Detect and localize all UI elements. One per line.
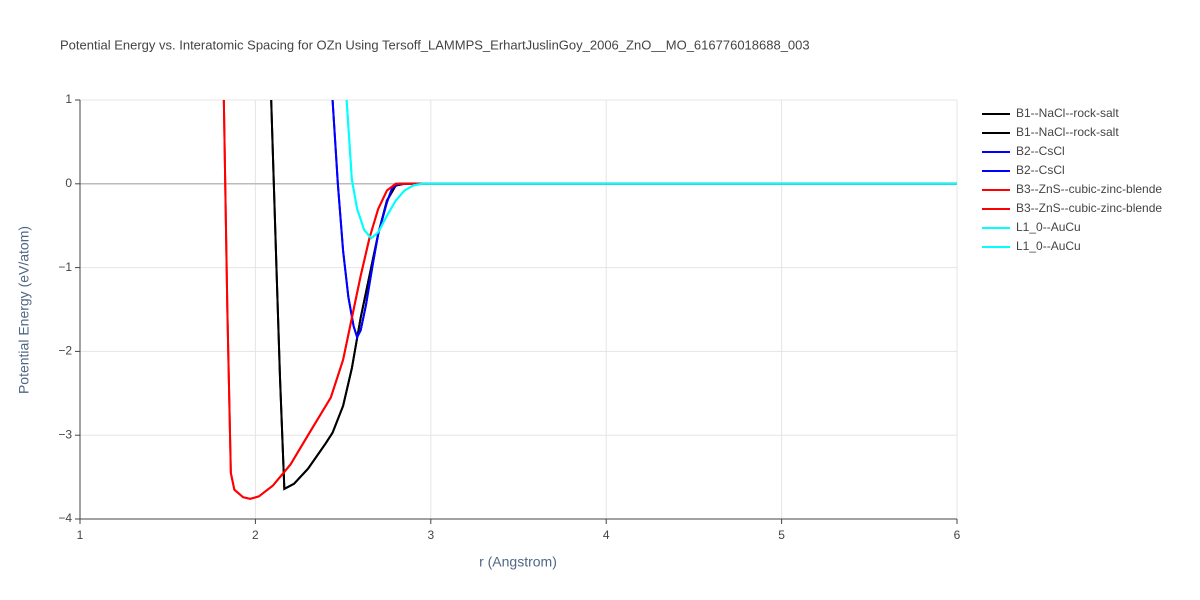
grid: 1 2 3 4 5 6 −4 −3 −2 −1 0 1	[58, 92, 960, 542]
legend-label: L1_0--AuCu	[1016, 239, 1081, 253]
series-line	[345, 100, 957, 240]
series-line	[345, 100, 957, 240]
legend-label: L1_0--AuCu	[1016, 220, 1081, 234]
y-axis-title: Potential Energy (eV/atom)	[16, 226, 32, 394]
legend-label: B1--NaCl--rock-salt	[1016, 106, 1119, 120]
legend-label: B2--CsCl	[1016, 163, 1065, 177]
plot-lines	[222, 100, 957, 500]
series-line	[222, 100, 957, 500]
y-tick-label: 1	[65, 92, 72, 106]
x-tick-label: 2	[252, 528, 259, 542]
y-tick-label: 0	[65, 176, 72, 190]
legend-label: B1--NaCl--rock-salt	[1016, 125, 1119, 139]
legend-label: B3--ZnS--cubic-zinc-blende	[1016, 201, 1162, 215]
y-tick-label: −2	[58, 344, 72, 358]
x-axis-title: r (Angstrom)	[479, 554, 557, 570]
chart-title: Potential Energy vs. Interatomic Spacing…	[60, 37, 810, 52]
y-tick-label: −4	[58, 511, 72, 525]
series-line	[270, 100, 957, 491]
x-tick-label: 5	[778, 528, 785, 542]
legend-label: B3--ZnS--cubic-zinc-blende	[1016, 182, 1162, 196]
x-tick-label: 4	[603, 528, 610, 542]
series-line	[270, 100, 957, 491]
y-tick-label: −1	[58, 260, 72, 274]
legend: B1--NaCl--rock-salt B1--NaCl--rock-salt B2…	[982, 106, 1162, 253]
y-tick-label: −3	[58, 427, 72, 441]
x-tick-label: 3	[427, 528, 434, 542]
x-tick-label: 1	[77, 528, 84, 542]
x-tick-label: 6	[954, 528, 961, 542]
series-line	[331, 100, 957, 340]
series-line	[331, 100, 957, 340]
legend-label: B2--CsCl	[1016, 144, 1065, 158]
series-line	[222, 100, 957, 500]
